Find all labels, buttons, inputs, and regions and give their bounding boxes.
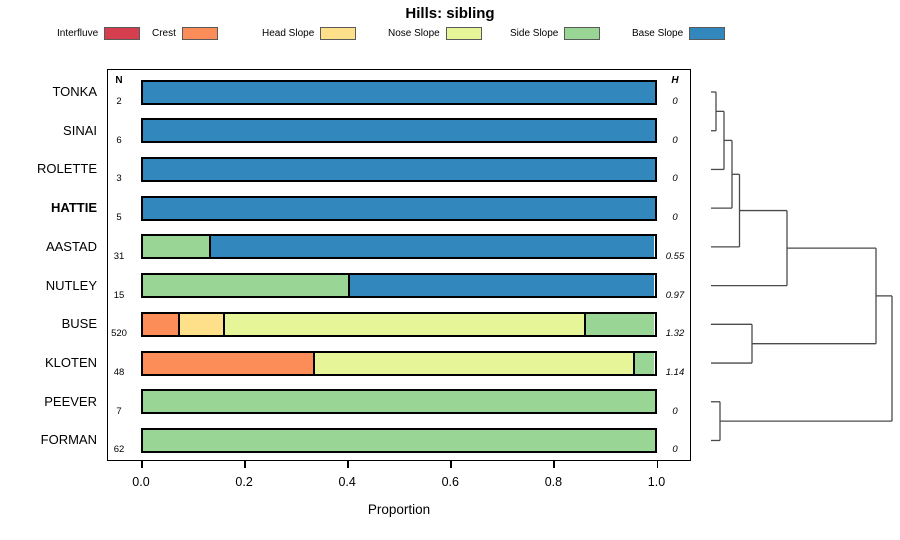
- axis-tick-label: 0.8: [544, 475, 563, 489]
- legend-swatch: [104, 27, 141, 40]
- x-axis-title: Proportion: [367, 502, 431, 517]
- row-label-peever: PEEVER: [44, 393, 97, 409]
- n-value-peever: 7: [116, 405, 122, 417]
- h-value-hattie: 0: [672, 212, 678, 224]
- legend-label: Interfluve: [57, 28, 99, 39]
- n-value-kloten: 48: [113, 367, 125, 379]
- axis-tick-label: 0.6: [441, 475, 459, 489]
- row-label-tonka: TONKA: [52, 84, 97, 99]
- h-column-header: H: [671, 75, 679, 86]
- legend-item-head-slope: Head Slope: [262, 26, 357, 41]
- bar-segment-base-slope: [143, 120, 655, 142]
- bar-segment-base-slope: [208, 236, 655, 258]
- h-value-tonka: 0: [672, 96, 678, 107]
- chart-title: Hills: sibling: [405, 5, 495, 22]
- axis-tick: [244, 461, 246, 468]
- bar-segment-crest: [143, 313, 179, 335]
- h-value-buse: 1.32: [665, 328, 685, 340]
- legend-label: Side Slope: [510, 28, 559, 39]
- legend-item-side-slope: Side Slope: [510, 26, 601, 41]
- axis-tick: [347, 461, 349, 468]
- n-value-buse: 520: [111, 328, 127, 340]
- bar-segment-base-slope: [347, 275, 655, 297]
- legend-item-base-slope: Base Slope: [632, 26, 726, 41]
- axis-tick-label: 0.0: [132, 475, 150, 489]
- legend-swatch: [445, 27, 482, 40]
- axis-tick: [553, 461, 555, 468]
- stacked-bar-nutley: [141, 273, 657, 299]
- stacked-bar-kloten: [141, 350, 657, 376]
- n-value-aastad: 31: [113, 250, 125, 262]
- row-label-sinai: SINAI: [63, 122, 97, 138]
- row-label-aastad: AASTAD: [45, 238, 97, 254]
- legend-swatch: [564, 27, 601, 40]
- bar-segment-side-slope: [143, 275, 348, 297]
- stacked-bar-aastad: [141, 234, 657, 260]
- legend-label: Nose Slope: [388, 28, 440, 39]
- bar-segment-crest: [143, 352, 314, 374]
- stacked-bar-sinai: [141, 118, 657, 144]
- bar-segment-nose-slope: [222, 313, 584, 335]
- n-column-header: N: [115, 75, 123, 86]
- legend-item-crest: Crest: [152, 26, 218, 41]
- stacked-bar-hattie: [141, 195, 657, 221]
- bar-segment-side-slope: [143, 429, 655, 451]
- axis-tick: [656, 461, 658, 468]
- h-value-aastad: 0.55: [665, 250, 685, 262]
- bar-segment-side-slope: [143, 391, 655, 413]
- stacked-bar-peever: [141, 389, 657, 415]
- stacked-bar-rolette: [141, 156, 657, 182]
- bar-segment-base-slope: [143, 197, 655, 219]
- n-value-hattie: 5: [116, 212, 122, 224]
- bar-segment-nose-slope: [313, 352, 634, 374]
- axis-tick-label: 1.0: [647, 475, 666, 489]
- stacked-bar-buse: [141, 311, 657, 337]
- bar-segment-base-slope: [143, 158, 655, 180]
- h-value-sinai: 0: [672, 134, 678, 146]
- row-label-nutley: NUTLEY: [45, 277, 97, 293]
- legend-swatch: [689, 27, 726, 40]
- n-value-nutley: 15: [113, 289, 125, 301]
- h-value-kloten: 1.14: [665, 367, 685, 379]
- bar-segment-side-slope: [583, 313, 655, 335]
- legend-swatch: [320, 27, 357, 40]
- stacked-bar-forman: [141, 427, 657, 453]
- bar-segment-head-slope: [178, 313, 223, 335]
- legend-item-nose-slope: Nose Slope: [388, 26, 482, 41]
- bar-segment-base-slope: [143, 81, 655, 103]
- n-value-sinai: 6: [116, 134, 122, 146]
- n-value-tonka: 2: [116, 96, 122, 107]
- legend-label: Head Slope: [262, 28, 315, 39]
- row-label-rolette: ROLETTE: [37, 161, 97, 177]
- legend-label: Crest: [152, 28, 176, 39]
- stacked-bar-tonka: [141, 79, 657, 105]
- row-label-kloten: KLOTEN: [44, 355, 97, 371]
- legend-item-interfluve: Interfluve: [57, 26, 141, 41]
- axis-tick: [141, 461, 143, 468]
- h-value-rolette: 0: [672, 173, 678, 185]
- h-value-nutley: 0.97: [665, 289, 685, 301]
- row-label-buse: BUSE: [61, 316, 97, 332]
- h-value-peever: 0: [672, 405, 678, 417]
- row-label-hattie: HATTIE: [51, 200, 97, 216]
- axis-tick-label: 0.4: [338, 475, 356, 489]
- legend-swatch: [181, 27, 218, 40]
- bar-segment-side-slope: [633, 352, 655, 374]
- n-value-forman: 62: [113, 444, 125, 456]
- n-value-rolette: 3: [116, 173, 122, 185]
- row-label-forman: FORMAN: [40, 432, 97, 448]
- legend-label: Base Slope: [632, 28, 684, 39]
- h-value-forman: 0: [672, 444, 678, 456]
- axis-tick-label: 0.2: [235, 475, 253, 489]
- axis-tick: [450, 461, 452, 468]
- bar-segment-side-slope: [143, 236, 209, 258]
